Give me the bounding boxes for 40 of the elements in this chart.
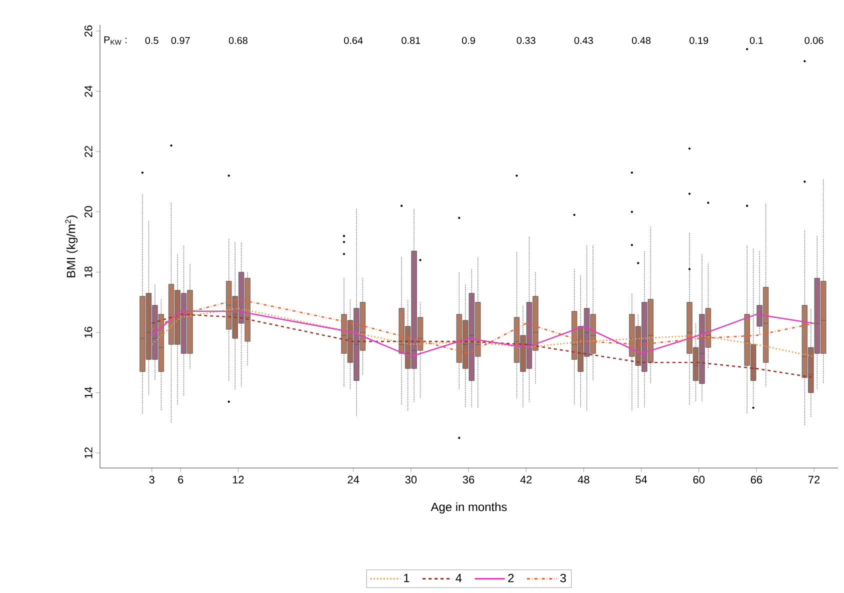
x-axis-title: Age in months xyxy=(430,502,507,514)
annotation: 0.06 xyxy=(804,36,824,44)
x-tick-label: 6 xyxy=(178,476,184,484)
y-tick-label: 24 xyxy=(84,86,92,97)
y-tick-label: 18 xyxy=(84,266,92,278)
legend-label: 3 xyxy=(560,574,566,582)
y-tick-label: 20 xyxy=(84,206,92,218)
annotation: 0.33 xyxy=(516,36,536,44)
y-axis-title: BMI (kg/m$^{2}$) xyxy=(65,216,78,278)
annotation: 0.1 xyxy=(750,36,763,44)
annotation: 0.19 xyxy=(690,36,708,44)
x-tick-label: 72 xyxy=(808,476,820,484)
annotation: 0.43 xyxy=(574,36,593,44)
line-series xyxy=(151,298,815,354)
legend-label: 4 xyxy=(456,574,462,582)
x-tick-label: 66 xyxy=(750,476,762,484)
legend-label: 1 xyxy=(404,574,410,582)
x-tick-label: 12 xyxy=(232,476,244,484)
annotation: P$_{KW}$ : xyxy=(104,36,127,45)
y-tick-label: 16 xyxy=(84,326,92,338)
annotation: 0.5 xyxy=(145,36,158,44)
y-tick-label: 14 xyxy=(84,386,92,398)
x-tick-label: 3 xyxy=(149,476,154,484)
x-tick-label: 36 xyxy=(462,476,474,484)
annotation: 0.68 xyxy=(228,36,248,44)
x-tick-label: 54 xyxy=(636,476,648,484)
x-tick-label: 42 xyxy=(520,476,532,484)
x-tick-label: 30 xyxy=(405,476,417,484)
x-tick-label: 60 xyxy=(693,476,705,484)
annotation: 0.81 xyxy=(402,36,420,44)
y-tick-label: 26 xyxy=(84,25,92,37)
annotation: 0.64 xyxy=(344,36,363,44)
annotation: 0.9 xyxy=(462,36,475,44)
annotation: 0.48 xyxy=(632,36,651,44)
legend-label: 2 xyxy=(508,574,514,582)
annotation: 0.97 xyxy=(171,36,190,44)
y-tick-label: 12 xyxy=(84,447,92,458)
x-tick-label: 24 xyxy=(348,476,360,484)
x-tick-label: 48 xyxy=(578,476,590,484)
y-tick-label: 22 xyxy=(84,146,92,158)
